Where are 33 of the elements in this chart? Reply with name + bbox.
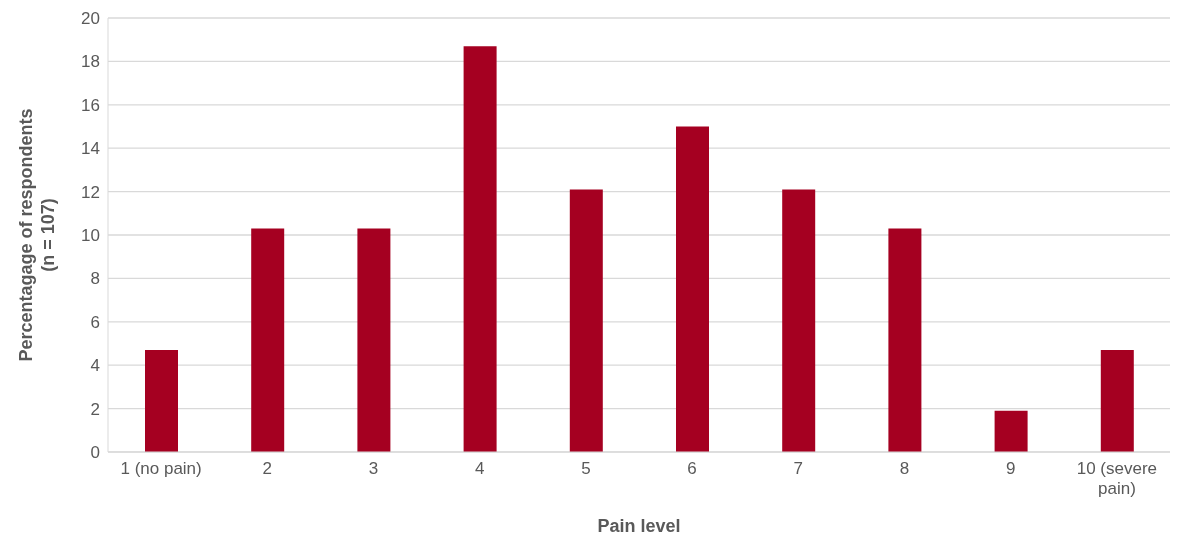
y-tick-label: 12 <box>81 182 100 202</box>
bar <box>251 228 285 452</box>
bar <box>1100 350 1134 452</box>
bar <box>569 189 603 452</box>
y-tick-label: 16 <box>81 95 100 115</box>
x-tick-label: 5 <box>581 459 591 478</box>
y-tick-label: 2 <box>90 399 100 419</box>
x-tick-label: 1 (no pain) <box>120 459 202 478</box>
x-tick-label: 9 <box>1005 459 1016 478</box>
bar <box>888 228 922 452</box>
y-tick-label: 10 <box>81 226 100 246</box>
y-tick-label: 20 <box>81 9 100 29</box>
x-tick-label: 10 (severe pain) <box>1076 459 1158 498</box>
y-tick-label: 4 <box>90 356 100 376</box>
y-tick-label: 18 <box>81 52 100 72</box>
x-tick-label: 6 <box>687 459 697 478</box>
bar <box>145 350 178 452</box>
y-axis-title: Percentagage of respondents (n = 107) <box>16 108 58 362</box>
y-tick-label: 14 <box>81 139 100 159</box>
x-tick-label: 7 <box>793 459 804 478</box>
y-tick-label: 6 <box>90 312 100 332</box>
x-tick-label: 4 <box>474 459 485 478</box>
x-tick-label: 8 <box>899 459 910 478</box>
x-tick-label: 2 <box>262 459 273 478</box>
bar <box>676 126 709 452</box>
x-axis-title: Pain level <box>597 516 681 536</box>
bar <box>463 46 497 452</box>
bar <box>782 189 816 452</box>
y-tick-label: 0 <box>90 443 100 463</box>
bar <box>357 228 391 452</box>
bar <box>994 410 1028 452</box>
y-tick-label: 8 <box>90 269 100 289</box>
x-tick-label: 3 <box>368 459 379 478</box>
